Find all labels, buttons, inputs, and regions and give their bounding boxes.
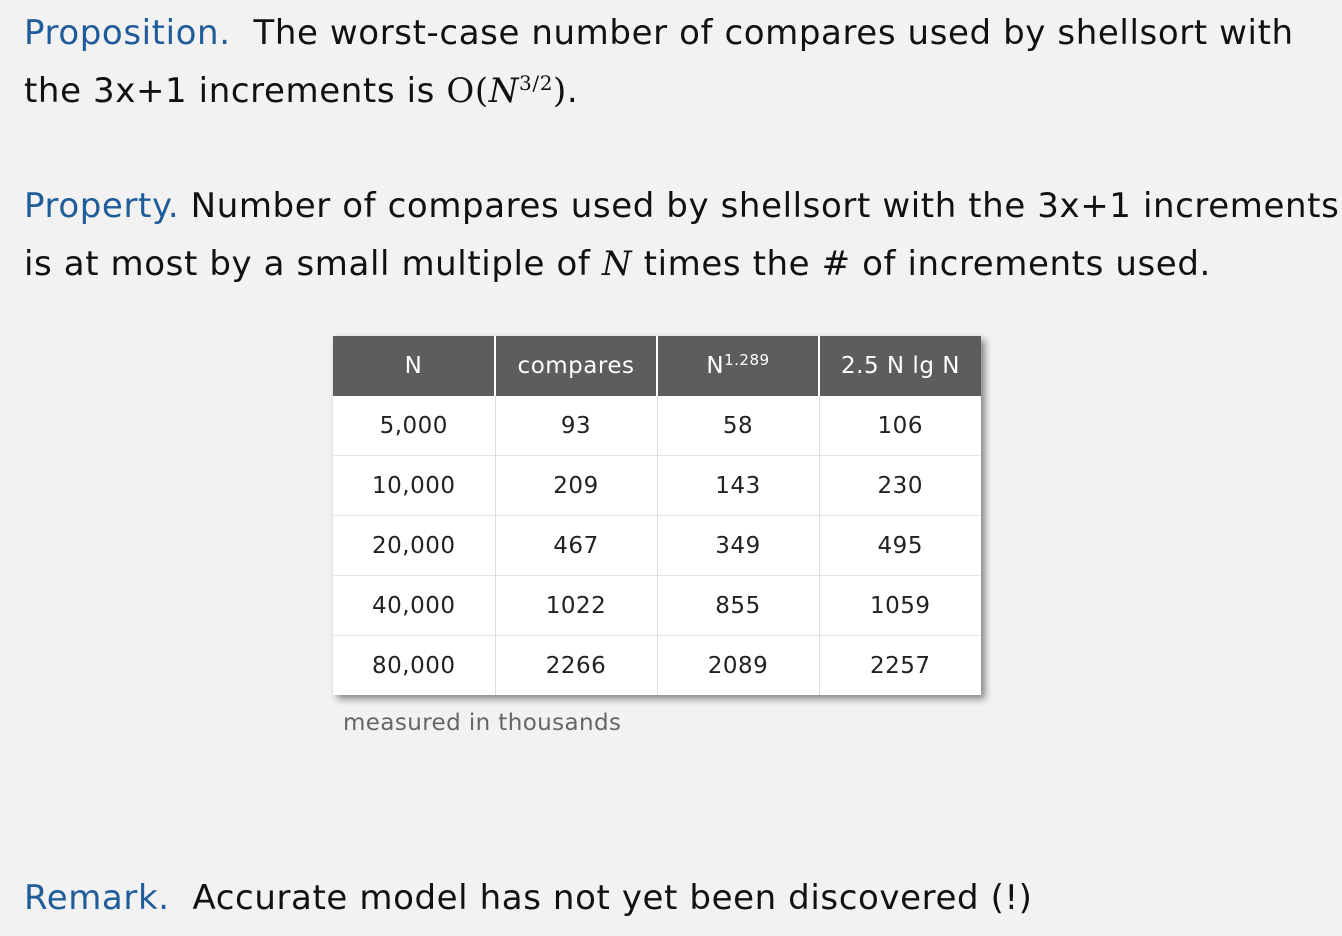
proposition-label: Proposition. (24, 13, 231, 53)
proposition-text: The worst-case number of compares used b… (24, 13, 1294, 111)
table-row: 80,000 2266 2089 2257 (333, 635, 981, 695)
table-cell: 40,000 (333, 575, 496, 636)
property-paragraph: Property. Number of compares used by she… (24, 186, 1340, 284)
table-header-row: N compares N1.289 2.5 N lg N (333, 336, 981, 396)
table-cell: 58 (657, 396, 820, 456)
remark-text: Accurate model has not yet been discover… (192, 878, 1033, 918)
table-cell: 106 (877, 412, 923, 439)
property-text: Number of compares used by shellsort wit… (24, 186, 1340, 284)
table-cell: 230 (819, 455, 981, 516)
compares-table: N compares N1.289 2.5 N lg N 5,000 93 58… (333, 336, 981, 695)
header-n: N (333, 336, 496, 396)
table-row: 40,000 1022 855 1059 (333, 575, 981, 636)
table-note: measured in thousands (343, 710, 622, 736)
remark-label: Remark. (24, 878, 170, 918)
table-cell: 80,000 (333, 635, 496, 695)
table-row: 20,000 467 349 495 (333, 515, 981, 576)
table-cell: 467 (495, 515, 658, 576)
proposition-exponent: 3/2 (519, 71, 554, 95)
header-exponent: 1.289 (724, 351, 770, 369)
proposition-paragraph: Proposition. The worst-case number of co… (24, 13, 1294, 111)
table-row: 10,000 209 143 230 (333, 455, 981, 516)
header-compares: compares (495, 336, 658, 396)
compares-table-container: N compares N1.289 2.5 N lg N 5,000 93 58… (333, 336, 981, 695)
table-cell: 20,000 (333, 515, 496, 576)
table-cell: 5,000 (333, 396, 496, 456)
header-nlgn: 2.5 N lg N (819, 336, 981, 396)
table-cell: 143 (657, 455, 820, 516)
table-cell: 93 (495, 396, 658, 456)
table-row: 5,000 93 58 106 (333, 396, 981, 456)
table-cell: 2266 (495, 635, 658, 695)
table-cell: 1059 (819, 575, 981, 636)
proposition-formula: O(N3/2) (446, 71, 567, 111)
property-label: Property. (24, 186, 180, 226)
property-variable: N (601, 244, 633, 284)
remark-paragraph: Remark. Accurate model has not yet been … (24, 869, 1033, 927)
table-cell: 10,000 (333, 455, 496, 516)
table-cell: 495 (819, 515, 981, 576)
table-cell: 2089 (657, 635, 820, 695)
table-cell: 855 (657, 575, 820, 636)
table-cell: 2257 (819, 635, 981, 695)
header-n-power: N1.289 (657, 336, 820, 396)
table-cell: 209 (495, 455, 658, 516)
table-cell: 1022 (495, 575, 658, 636)
table-cell: 349 (657, 515, 820, 576)
